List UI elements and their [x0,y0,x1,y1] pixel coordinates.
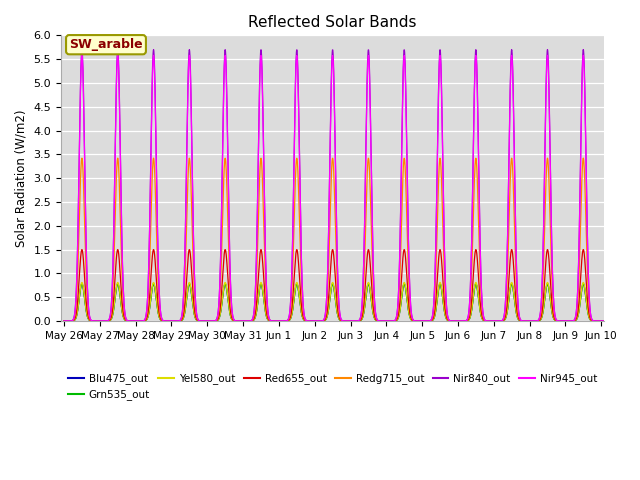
Line: Nir945_out: Nir945_out [64,55,637,321]
Text: SW_arable: SW_arable [69,38,143,51]
Red655_out [118,291,125,297]
Blu475_out [556,318,563,324]
Redg715_out [241,318,249,324]
Line: Blu475_out: Blu475_out [64,284,637,321]
Nir840_out [60,318,68,324]
Blu475_out [385,318,393,324]
Red655_out [78,247,86,252]
Nir945_out [118,218,125,224]
Grn535_out [524,318,531,324]
Red655_out [633,318,640,324]
Nir945_out [385,318,393,324]
Blu475_out [118,304,125,310]
Nir840_out [241,318,249,324]
Blu475_out [241,318,249,324]
Grn535_out [60,318,68,324]
Line: Yel580_out: Yel580_out [64,282,637,321]
Line: Grn535_out: Grn535_out [64,284,637,321]
Red655_out [556,318,563,324]
Grn535_out [633,318,640,324]
Yel580_out [385,318,393,324]
Redg715_out [625,318,633,324]
Yel580_out [625,318,633,324]
Line: Red655_out: Red655_out [64,250,637,321]
Yel580_out [241,318,249,324]
Blu475_out [60,318,68,324]
Line: Redg715_out: Redg715_out [64,158,637,321]
Grn535_out [118,304,125,310]
Red655_out [60,318,68,324]
Yel580_out [633,318,640,324]
Grn535_out [556,318,563,324]
Yel580_out [556,318,563,324]
Redg715_out [78,156,86,161]
Grn535_out [78,281,86,287]
Yel580_out [78,279,86,285]
Redg715_out [524,318,531,324]
Red655_out [385,318,393,324]
Nir945_out [78,52,86,58]
Nir945_out [633,318,640,324]
Redg715_out [118,257,125,263]
Nir840_out [524,318,531,324]
Nir945_out [241,318,249,324]
Nir840_out [78,47,86,52]
Nir945_out [60,318,68,324]
Title: Reflected Solar Bands: Reflected Solar Bands [248,15,417,30]
Grn535_out [385,318,393,324]
Yel580_out [524,318,531,324]
Nir840_out [385,318,393,324]
Red655_out [625,318,633,324]
Red655_out [524,318,531,324]
Redg715_out [633,318,640,324]
Blu475_out [524,318,531,324]
Nir840_out [118,216,125,222]
Legend: Blu475_out, Grn535_out, Yel580_out, Red655_out, Redg715_out, Nir840_out, Nir945_: Blu475_out, Grn535_out, Yel580_out, Red6… [64,369,602,405]
Y-axis label: Solar Radiation (W/m2): Solar Radiation (W/m2) [15,109,28,247]
Redg715_out [556,318,563,324]
Yel580_out [60,318,68,324]
Redg715_out [60,318,68,324]
Grn535_out [241,318,249,324]
Red655_out [241,318,249,324]
Grn535_out [625,318,633,324]
Nir840_out [633,318,640,324]
Line: Nir840_out: Nir840_out [64,49,637,321]
Blu475_out [633,318,640,324]
Redg715_out [385,318,393,324]
Nir840_out [556,318,563,324]
Nir945_out [625,318,633,324]
Blu475_out [78,281,86,287]
Nir945_out [524,318,531,324]
Nir945_out [556,318,563,324]
Blu475_out [625,318,633,324]
Yel580_out [118,304,125,310]
Nir840_out [625,318,633,324]
